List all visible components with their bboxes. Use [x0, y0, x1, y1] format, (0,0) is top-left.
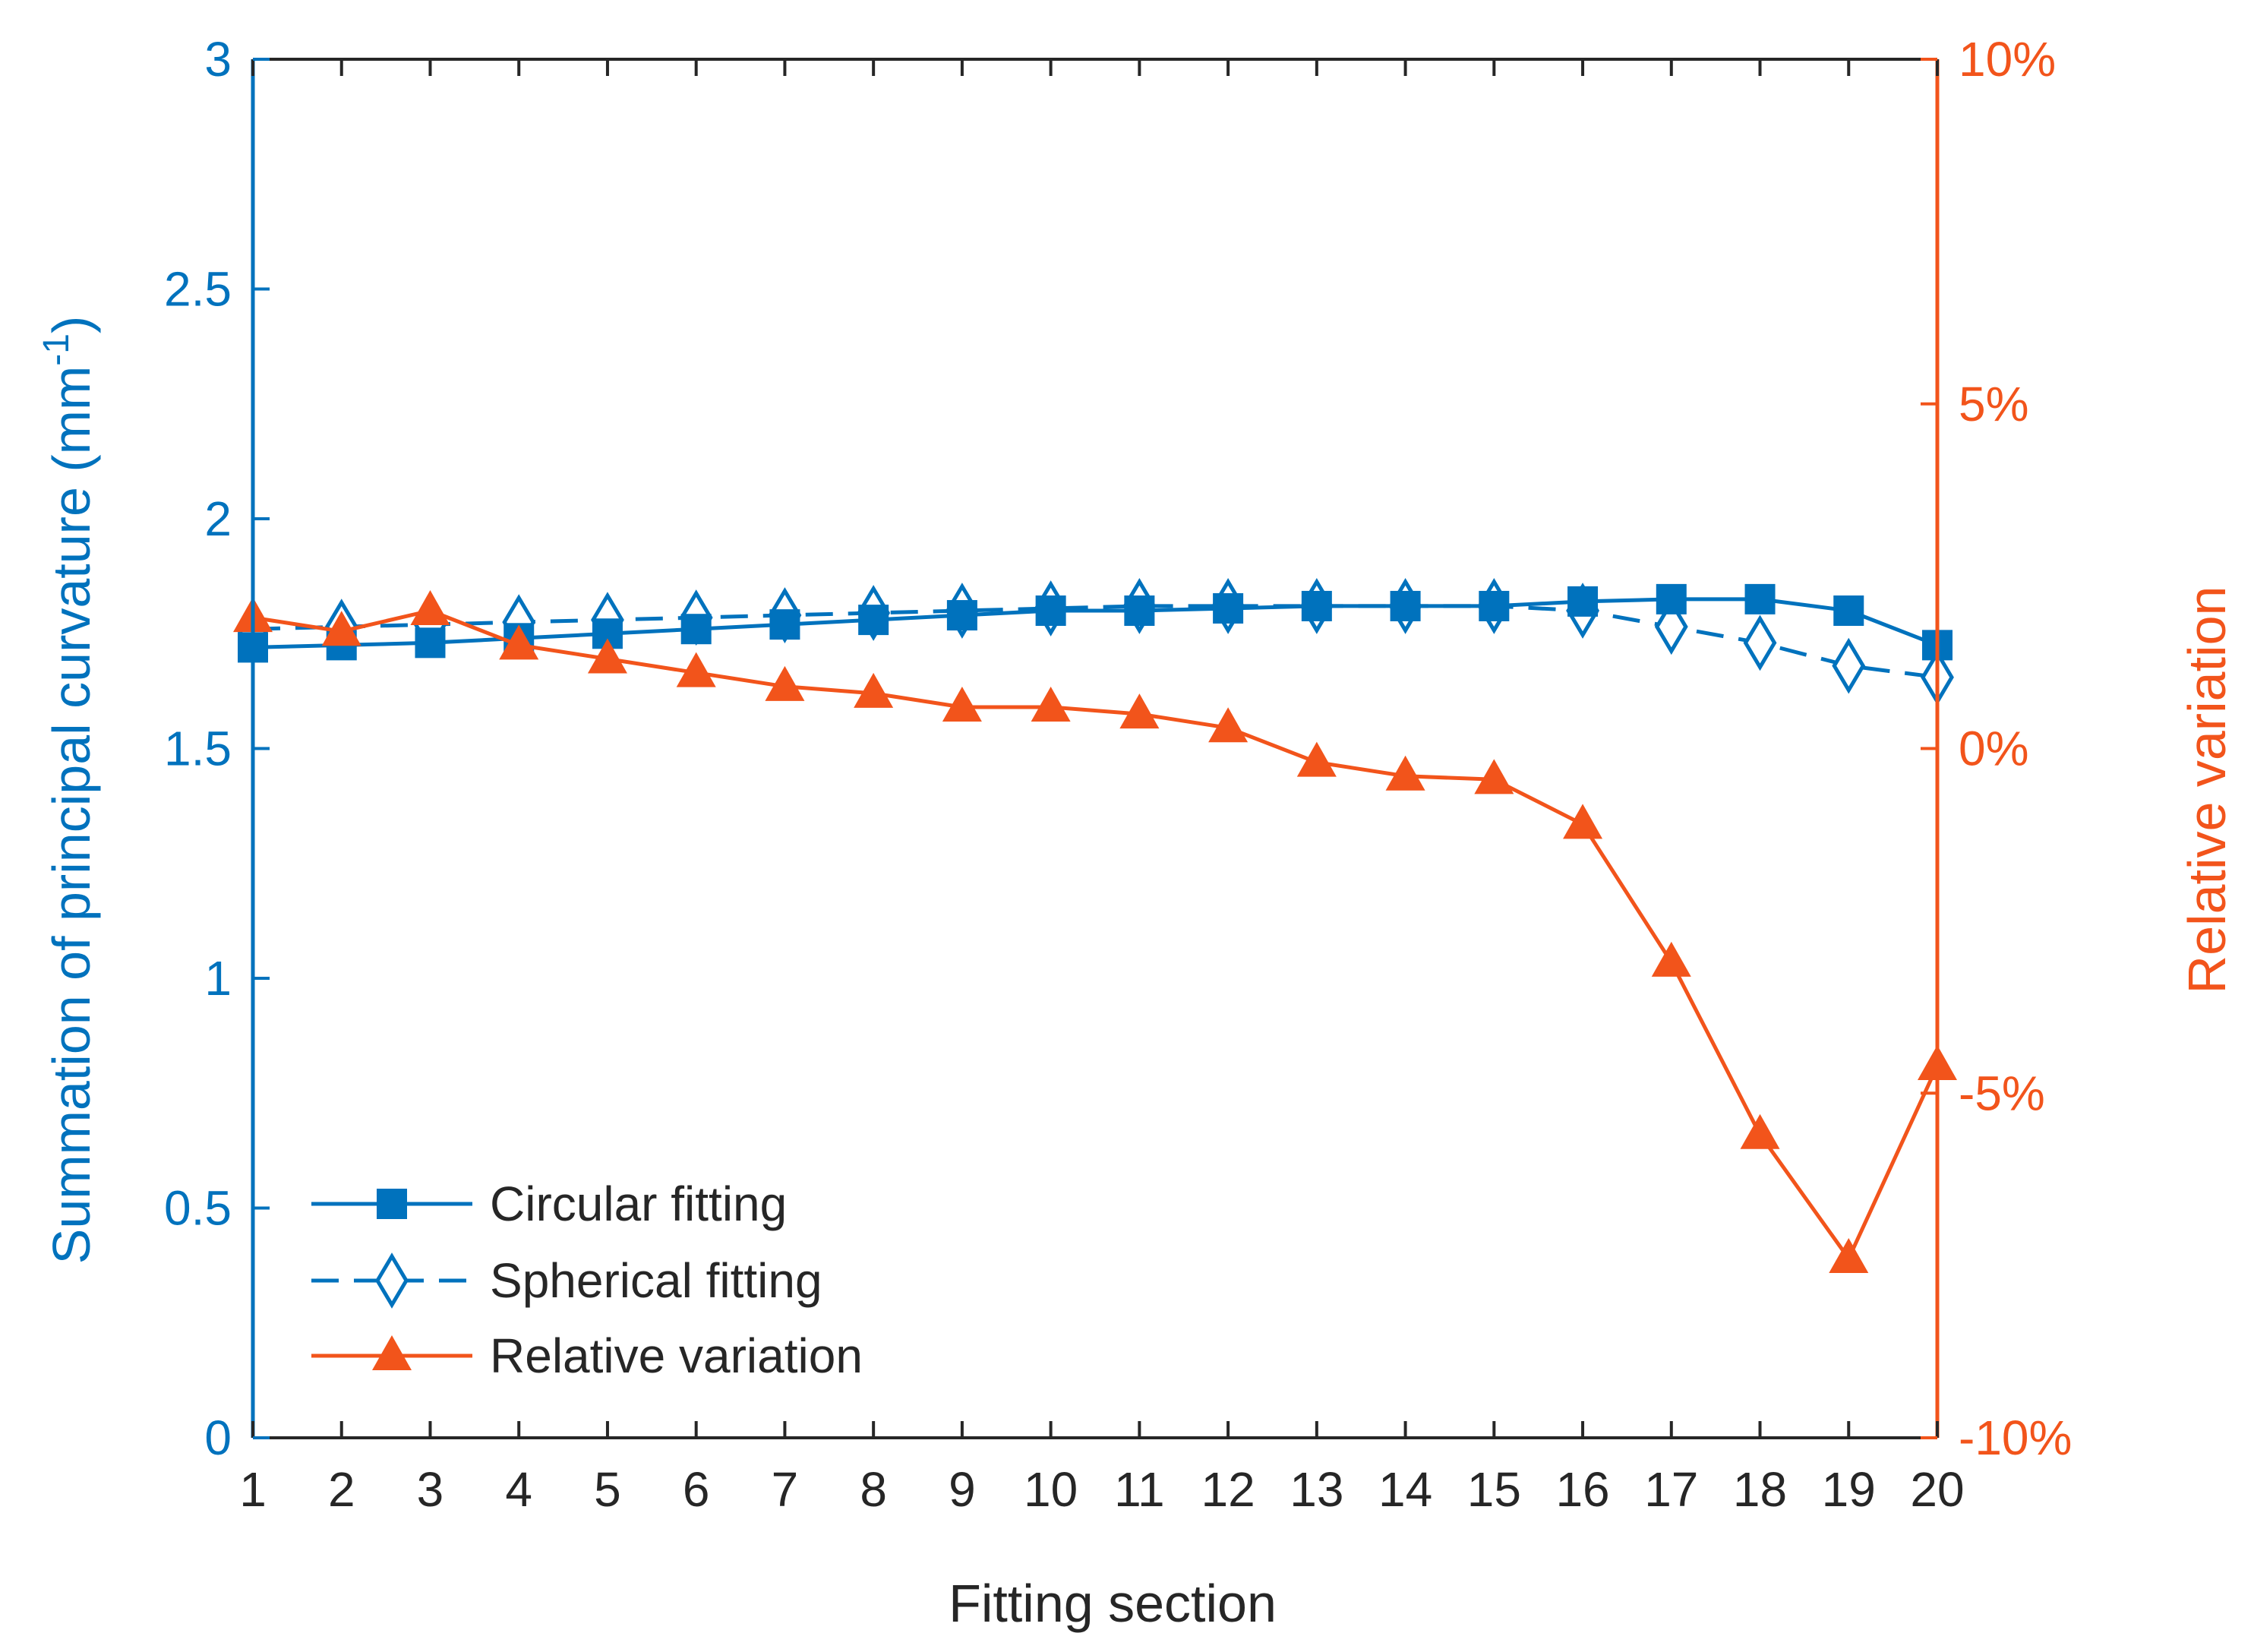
- y-axis-left-label-superscript: -1: [36, 333, 77, 366]
- data-point-circular-fitting: [1567, 586, 1599, 617]
- data-point-circular-fitting: [1656, 583, 1687, 614]
- x-tick-label: 5: [594, 1462, 621, 1517]
- data-point-relative-variation: [1119, 693, 1160, 729]
- x-tick-label: 9: [949, 1462, 976, 1517]
- data-point-circular-fitting: [1124, 595, 1155, 626]
- x-tick-label: 6: [683, 1462, 710, 1517]
- data-point-relative-variation: [1208, 707, 1249, 743]
- data-point-relative-variation: [1563, 804, 1603, 839]
- y-axis-right-label: Relative variation: [2177, 586, 2237, 994]
- y-right-tick-label: 10%: [1959, 32, 2056, 87]
- legend-label-spherical-fitting: Spherical fitting: [490, 1253, 822, 1308]
- y-left-tick-label: 0: [204, 1410, 232, 1465]
- x-tick-label: 2: [328, 1462, 355, 1517]
- legend-label-relative-variation: Relative variation: [490, 1328, 863, 1383]
- data-point-relative-variation: [1474, 759, 1514, 794]
- data-point-relative-variation: [1651, 941, 1691, 977]
- legend-marker-circular-fitting: [377, 1189, 407, 1219]
- data-point-circular-fitting: [769, 609, 800, 640]
- legend-marker-relative-variation: [372, 1335, 412, 1370]
- data-point-circular-fitting: [680, 614, 712, 645]
- x-tick-label: 4: [505, 1462, 532, 1517]
- x-tick-label: 17: [1644, 1462, 1698, 1517]
- x-tick-label: 12: [1201, 1462, 1255, 1517]
- legend-label-circular-fitting: Circular fitting: [490, 1177, 787, 1231]
- data-point-relative-variation: [587, 638, 627, 674]
- data-point-relative-variation: [1031, 687, 1071, 722]
- data-point-circular-fitting: [415, 627, 446, 659]
- data-point-relative-variation: [499, 624, 539, 660]
- y-left-tick-label: 0.5: [164, 1181, 232, 1236]
- x-tick-label: 16: [1555, 1462, 1609, 1517]
- y-left-tick-label: 2: [204, 491, 232, 546]
- y-axis-left-label-close: ): [42, 316, 101, 333]
- data-point-relative-variation: [1385, 755, 1425, 791]
- y-axis-left-label: Summation of principal curvature (mm-1): [36, 316, 101, 1265]
- y-left-tick-label: 1: [204, 951, 232, 1006]
- y-left-tick-label: 2.5: [164, 262, 232, 317]
- y-axis-left-label-main: Summation of principal curvature (mm: [42, 366, 101, 1265]
- data-point-relative-variation: [765, 665, 805, 701]
- y-right-tick-label: 5%: [1959, 377, 2029, 431]
- y-left-tick-label: 1.5: [164, 722, 232, 776]
- x-tick-label: 20: [1910, 1462, 1964, 1517]
- axes-layer: 1 2 3 4 5 6 7 8 9 10 11 12 13 14 15 16 17 18 19 2000.511.52…: [164, 32, 2072, 1517]
- series-layer: [233, 578, 1957, 1274]
- data-point-relative-variation: [1740, 1113, 1780, 1149]
- data-point-relative-variation: [1829, 1238, 1869, 1274]
- series-line-relative-variation: [252, 608, 1940, 1261]
- legend-item-spherical-fitting: Spherical fitting: [311, 1252, 822, 1309]
- data-point-circular-fitting: [1390, 590, 1421, 621]
- x-tick-label: 7: [772, 1462, 799, 1517]
- data-point-circular-fitting: [1744, 583, 1776, 614]
- x-tick-label: 10: [1024, 1462, 1078, 1517]
- x-tick-label: 15: [1467, 1462, 1521, 1517]
- x-tick-label: 13: [1290, 1462, 1343, 1517]
- x-axis-label: Fitting section: [949, 1574, 1277, 1633]
- series-relative-variation: [233, 590, 1957, 1274]
- data-point-spherical-fitting: [1743, 614, 1777, 671]
- data-point-circular-fitting: [858, 605, 889, 636]
- y-right-tick-label: -5%: [1959, 1066, 2045, 1120]
- x-tick-label: 1: [239, 1462, 267, 1517]
- x-tick-label: 14: [1378, 1462, 1432, 1517]
- data-point-circular-fitting: [1833, 595, 1864, 626]
- data-point-circular-fitting: [946, 600, 977, 631]
- data-point-relative-variation: [1296, 741, 1337, 777]
- x-tick-label: 11: [1114, 1462, 1164, 1517]
- data-point-relative-variation: [942, 687, 982, 722]
- x-tick-label: 3: [417, 1462, 444, 1517]
- legend-item-circular-fitting: Circular fitting: [311, 1177, 787, 1231]
- legend-item-relative-variation: Relative variation: [311, 1328, 863, 1383]
- y-left-tick-label: 3: [204, 32, 232, 87]
- x-tick-label: 19: [1822, 1462, 1876, 1517]
- data-point-relative-variation: [321, 611, 361, 646]
- data-point-circular-fitting: [1035, 595, 1066, 626]
- data-point-circular-fitting: [1213, 592, 1244, 624]
- legend: Circular fitting Spherical fitting Relativ…: [311, 1177, 863, 1383]
- data-point-spherical-fitting: [1832, 637, 1866, 694]
- data-point-circular-fitting: [1301, 590, 1332, 621]
- data-point-relative-variation: [854, 672, 894, 708]
- x-tick-label: 8: [860, 1462, 887, 1517]
- data-point-relative-variation: [410, 590, 450, 625]
- data-point-relative-variation: [676, 652, 716, 687]
- data-point-spherical-fitting: [1654, 599, 1688, 655]
- y-right-tick-label: 0%: [1959, 722, 2029, 776]
- y-right-tick-label: -10%: [1959, 1410, 2072, 1465]
- legend-marker-spherical-fitting: [375, 1252, 409, 1309]
- data-point-circular-fitting: [1479, 590, 1510, 621]
- x-tick-label: 18: [1733, 1462, 1787, 1517]
